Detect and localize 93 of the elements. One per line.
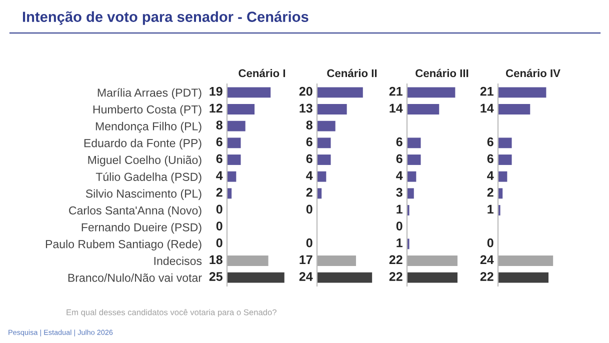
y-tick-label: Paulo Rubem Santiago (Rede) <box>46 240 202 250</box>
data-label: 21 <box>389 86 402 96</box>
chart-title: Cenário II <box>327 68 377 78</box>
bar <box>498 154 512 165</box>
data-label: 6 <box>487 137 494 146</box>
data-label: 4 <box>396 171 403 180</box>
y-tick-label: Fernando Dueire (PSD) <box>82 222 202 234</box>
data-label: 6 <box>306 137 312 146</box>
bar <box>498 104 530 114</box>
bar <box>227 120 246 132</box>
bar <box>227 171 236 182</box>
bar <box>317 138 331 148</box>
data-label: 19 <box>210 86 222 96</box>
data-label: 8 <box>216 120 222 130</box>
data-label: 14 <box>390 104 403 112</box>
data-label: 3 <box>396 188 402 197</box>
data-label: 6 <box>306 154 312 164</box>
data-label: 0 <box>306 204 312 214</box>
data-label: 24 <box>480 255 494 264</box>
data-label: 4 <box>306 171 313 180</box>
data-label: 8 <box>306 120 312 130</box>
bar <box>407 272 458 283</box>
bar <box>498 87 546 98</box>
bar <box>317 104 347 114</box>
data-label: 22 <box>389 255 402 264</box>
bar <box>317 87 363 98</box>
y-tick-label: Humberto Costa (PT) <box>93 105 202 116</box>
bar <box>407 138 421 148</box>
data-label: 13 <box>300 104 312 113</box>
bar <box>317 120 336 132</box>
data-label: 24 <box>299 272 313 281</box>
y-tick-label: Marília Arraes (PDT) <box>98 88 202 100</box>
bar <box>407 188 414 199</box>
data-label: 14 <box>480 104 494 112</box>
data-label: 2 <box>216 188 222 197</box>
data-label: 2 <box>306 188 312 197</box>
bar <box>227 256 268 266</box>
data-label: 6 <box>396 154 402 164</box>
bar <box>407 87 456 98</box>
text: Em qual desses candidatos você votaria para o Senado? <box>66 309 276 317</box>
y-tick-label: Miguel Coelho (União) <box>88 156 202 166</box>
data-label: 20 <box>299 86 312 96</box>
data-label: 4 <box>216 171 223 180</box>
data-label: 1 <box>488 204 494 214</box>
data-label: 22 <box>480 272 494 281</box>
data-label: 12 <box>210 104 222 112</box>
data-label: 0 <box>306 238 312 248</box>
bar <box>317 171 326 182</box>
data-label: 0 <box>487 238 494 248</box>
data-label: 6 <box>216 154 222 164</box>
data-label: 0 <box>216 238 222 248</box>
y-tick-label: Indecisos <box>154 256 202 266</box>
bar <box>317 256 356 266</box>
y-tick-label: Túlio Gadelha (PSD) <box>96 172 202 184</box>
chart-title: Cenário I <box>238 68 286 78</box>
bar <box>407 104 440 114</box>
bar <box>407 154 421 165</box>
chart-title: Cenário IV <box>506 68 560 78</box>
data-label: 25 <box>209 272 222 281</box>
bar <box>407 256 458 266</box>
data-label: 18 <box>210 255 222 264</box>
data-label: 17 <box>300 255 312 264</box>
bar <box>227 272 284 283</box>
data-label: 4 <box>487 171 494 180</box>
y-tick-label: Eduardo da Fonte (PP) <box>84 138 202 150</box>
data-label: 21 <box>480 86 494 96</box>
y-tick-label: Carlos Santa'Anna (Novo) <box>69 206 202 217</box>
y-tick-label: Branco/Nulo/Não vai votar <box>68 273 202 282</box>
bar <box>407 171 416 182</box>
bar <box>317 272 372 283</box>
data-label: 0 <box>396 222 402 230</box>
bar <box>227 138 241 148</box>
bar <box>498 171 508 182</box>
data-label: 0 <box>216 222 222 230</box>
y-tick-label: Silvio Nascimento (PL) <box>86 189 202 200</box>
bar <box>227 104 255 114</box>
bar <box>227 154 241 165</box>
data-label: 6 <box>396 137 402 146</box>
data-label: 1 <box>396 238 402 248</box>
data-label: 1 <box>396 204 402 214</box>
chart-title: Cenário III <box>416 68 468 78</box>
data-label: 6 <box>487 154 494 164</box>
y-tick-label: Mendonça Filho (PL) <box>96 122 202 133</box>
bar <box>498 272 548 283</box>
data-label: 6 <box>216 137 222 146</box>
text: Intenção de voto para senador - Cenários <box>22 11 308 25</box>
bar <box>498 256 554 266</box>
data-label: 2 <box>487 188 494 197</box>
bar <box>227 87 271 98</box>
bar <box>317 154 331 165</box>
bar <box>498 138 512 148</box>
data-label: 0 <box>216 204 222 214</box>
data-label: 22 <box>389 272 402 281</box>
